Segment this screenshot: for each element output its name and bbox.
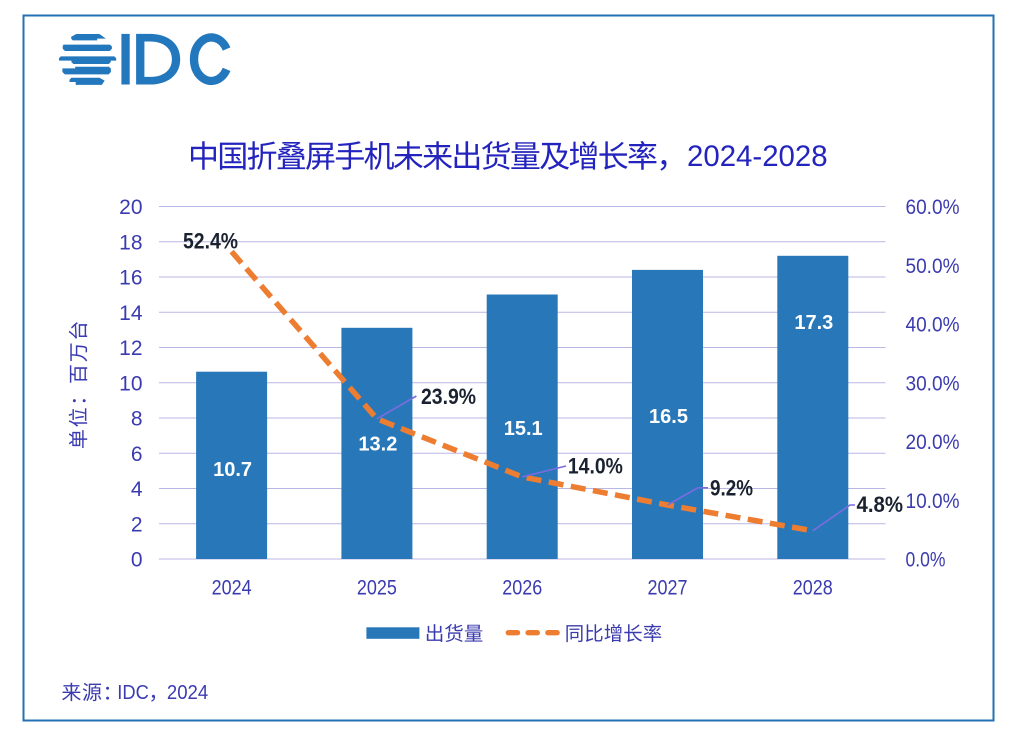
svg-text:40.0%: 40.0%	[906, 314, 960, 337]
svg-text:17.3: 17.3	[794, 312, 833, 334]
svg-text:4: 4	[131, 478, 143, 501]
svg-text:10: 10	[119, 372, 142, 395]
svg-text:60.0%: 60.0%	[906, 196, 960, 219]
svg-text:23.9%: 23.9%	[421, 384, 476, 409]
svg-text:0.0%: 0.0%	[906, 549, 946, 572]
svg-text:8: 8	[131, 408, 143, 431]
svg-text:2027: 2027	[648, 577, 688, 600]
svg-text:9.2%: 9.2%	[710, 476, 753, 501]
svg-text:4.8%: 4.8%	[857, 492, 904, 517]
svg-text:10.0%: 10.0%	[906, 490, 960, 513]
svg-text:30.0%: 30.0%	[906, 372, 960, 395]
svg-text:14: 14	[119, 302, 143, 325]
svg-text:18: 18	[119, 231, 142, 254]
svg-text:2024: 2024	[167, 682, 208, 704]
svg-text:2: 2	[131, 513, 143, 536]
svg-text:20.0%: 20.0%	[906, 431, 960, 454]
svg-text:16: 16	[119, 267, 142, 290]
svg-text:50.0%: 50.0%	[906, 255, 960, 278]
svg-text:0: 0	[131, 549, 143, 572]
svg-text:14.0%: 14.0%	[568, 453, 623, 478]
svg-text:2028: 2028	[793, 577, 833, 600]
svg-text:10.7: 10.7	[213, 459, 252, 481]
svg-text:2025: 2025	[357, 577, 397, 600]
svg-text:20: 20	[119, 196, 142, 219]
svg-text:13.2: 13.2	[358, 434, 397, 456]
svg-text:6: 6	[131, 443, 143, 466]
svg-text:IDC: IDC	[117, 682, 149, 704]
svg-text:2026: 2026	[502, 577, 542, 600]
svg-text:16.5: 16.5	[649, 406, 688, 428]
svg-text:15.1: 15.1	[504, 418, 543, 440]
svg-text:2024-2028: 2024-2028	[687, 140, 828, 173]
svg-text:12: 12	[119, 337, 142, 360]
svg-text:2024: 2024	[212, 577, 252, 600]
svg-text:52.4%: 52.4%	[183, 229, 238, 254]
